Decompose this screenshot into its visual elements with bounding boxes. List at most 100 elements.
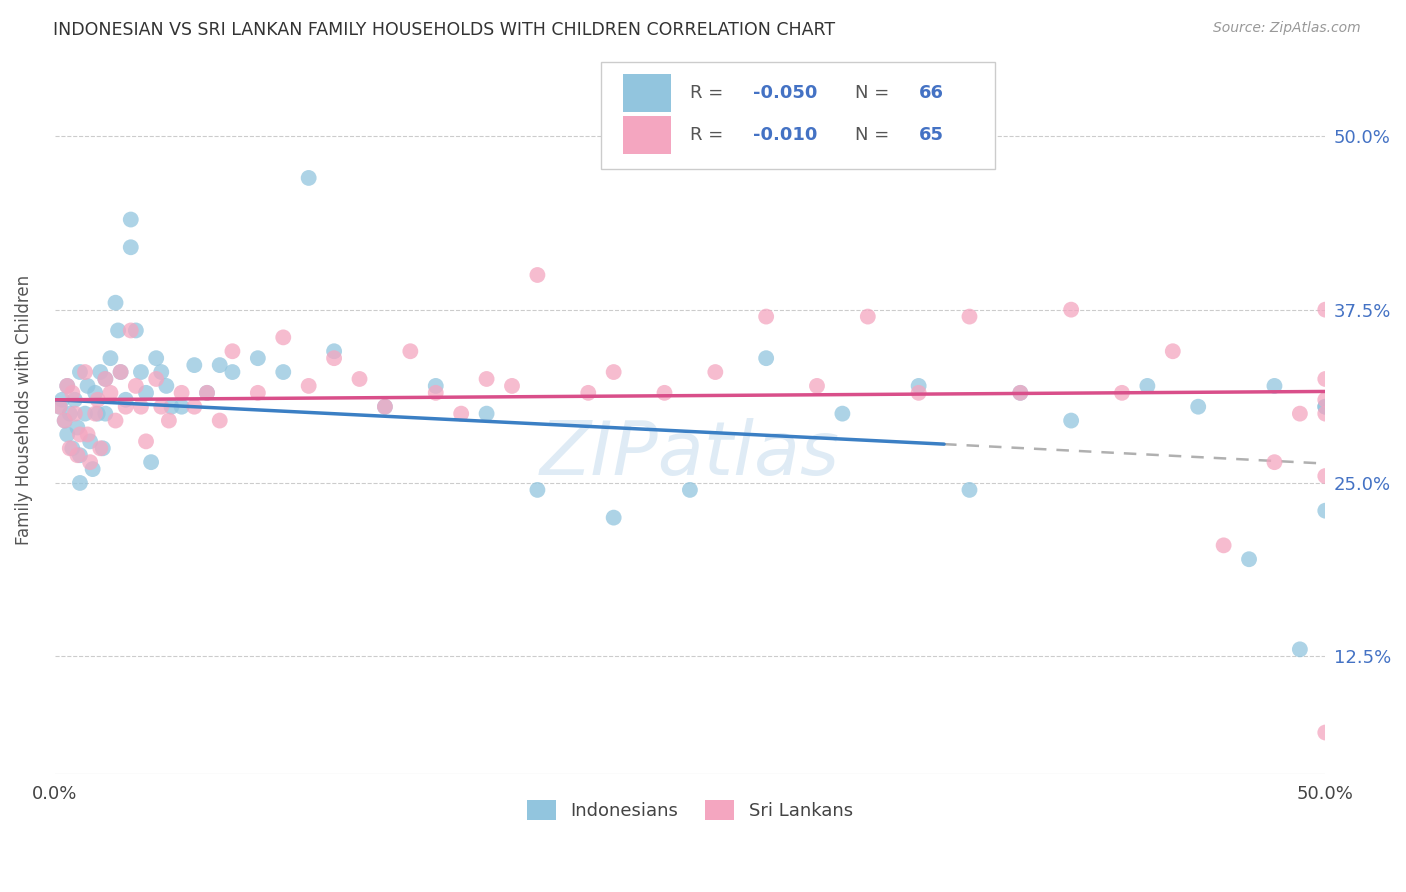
Point: [298, 379, 321, 393]
Point: [66, 448, 89, 462]
Point: [157, 413, 180, 427]
Point: [1315, 392, 1337, 407]
Point: [1289, 642, 1312, 657]
Point: [195, 385, 218, 400]
Point: [1187, 400, 1209, 414]
Point: [959, 310, 981, 324]
Point: [1010, 385, 1032, 400]
Point: [69, 365, 91, 379]
Point: [73, 407, 96, 421]
Point: [183, 358, 205, 372]
Point: [84, 407, 107, 421]
Point: [145, 372, 167, 386]
Point: [120, 240, 142, 254]
Point: [69, 448, 91, 462]
Point: [323, 351, 346, 366]
Point: [271, 365, 294, 379]
Point: [63, 392, 86, 407]
Point: [298, 170, 321, 185]
Point: [120, 323, 142, 337]
Point: [1263, 379, 1285, 393]
Point: [48, 400, 70, 414]
Point: [60, 442, 83, 456]
Point: [755, 310, 778, 324]
Point: [602, 365, 624, 379]
Point: [104, 295, 127, 310]
Point: [1315, 400, 1337, 414]
Text: 65: 65: [918, 126, 943, 144]
FancyBboxPatch shape: [600, 62, 995, 169]
Point: [100, 351, 122, 366]
Point: [125, 323, 148, 337]
Point: [208, 413, 231, 427]
Point: [374, 400, 396, 414]
Point: [602, 510, 624, 524]
Point: [1289, 407, 1312, 421]
Point: [89, 365, 111, 379]
Point: [475, 407, 498, 421]
Point: [323, 344, 346, 359]
Point: [135, 434, 157, 449]
Point: [679, 483, 702, 497]
Point: [450, 407, 472, 421]
Point: [221, 365, 243, 379]
Point: [221, 344, 243, 359]
Point: [526, 483, 548, 497]
Point: [107, 323, 129, 337]
Point: [399, 344, 422, 359]
Point: [1263, 455, 1285, 469]
Point: [87, 392, 110, 407]
Point: [150, 365, 173, 379]
Point: [349, 372, 371, 386]
Point: [114, 400, 136, 414]
Point: [125, 379, 148, 393]
Y-axis label: Family Households with Children: Family Households with Children: [15, 275, 32, 545]
Point: [1161, 344, 1184, 359]
Point: [654, 385, 676, 400]
Point: [271, 330, 294, 344]
Point: [856, 310, 879, 324]
Text: 66: 66: [918, 84, 943, 102]
Point: [501, 379, 523, 393]
Point: [104, 413, 127, 427]
Point: [51, 392, 73, 407]
Point: [907, 385, 929, 400]
Point: [1060, 413, 1083, 427]
Text: N =: N =: [855, 126, 896, 144]
Point: [425, 379, 447, 393]
Point: [155, 379, 177, 393]
Point: [170, 385, 193, 400]
Point: [110, 365, 132, 379]
Point: [87, 407, 110, 421]
Point: [1060, 302, 1083, 317]
Point: [60, 385, 83, 400]
Point: [1315, 372, 1337, 386]
Point: [94, 407, 117, 421]
Point: [76, 379, 98, 393]
Point: [79, 455, 101, 469]
Point: [959, 483, 981, 497]
Point: [183, 400, 205, 414]
Point: [806, 379, 828, 393]
FancyBboxPatch shape: [623, 116, 671, 154]
Point: [114, 392, 136, 407]
Point: [374, 400, 396, 414]
Text: R =: R =: [690, 84, 728, 102]
Point: [755, 351, 778, 366]
Point: [100, 385, 122, 400]
Point: [89, 442, 111, 456]
Text: -0.010: -0.010: [754, 126, 818, 144]
Point: [526, 268, 548, 282]
Point: [475, 372, 498, 386]
Point: [1315, 725, 1337, 739]
FancyBboxPatch shape: [623, 74, 671, 112]
Point: [56, 427, 79, 442]
Point: [59, 407, 82, 421]
Text: Source: ZipAtlas.com: Source: ZipAtlas.com: [1213, 21, 1361, 36]
Point: [53, 413, 76, 427]
Point: [48, 400, 70, 414]
Point: [94, 372, 117, 386]
Point: [120, 212, 142, 227]
Point: [831, 407, 853, 421]
Point: [84, 385, 107, 400]
